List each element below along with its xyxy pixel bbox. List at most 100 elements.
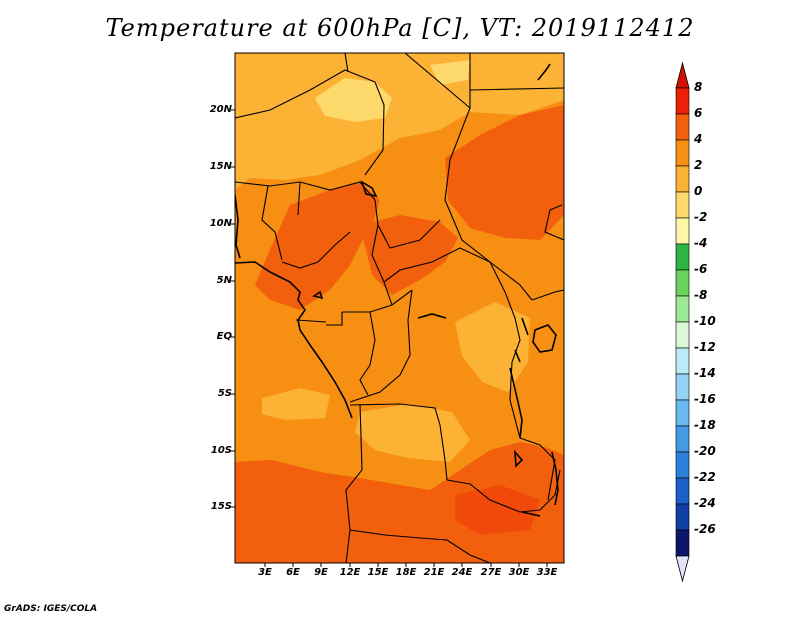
lake-victoria <box>532 324 557 353</box>
border-line <box>326 312 343 326</box>
field-hot-east <box>445 105 564 240</box>
border-line <box>544 204 564 241</box>
border-line <box>235 69 385 176</box>
colorbar-label: 2 <box>694 158 703 172</box>
colorbar-label: 0 <box>694 184 703 198</box>
coastlines-lakes <box>235 63 559 517</box>
border-line <box>349 403 448 481</box>
lat-tick-20n: 20N <box>209 104 232 115</box>
border-line <box>297 181 301 216</box>
colorbar-swatch <box>675 451 690 479</box>
border-line <box>281 231 351 269</box>
border-line <box>371 199 393 306</box>
colorbar-swatch <box>675 113 690 141</box>
lon-tick-21e: 21E <box>423 567 445 578</box>
river-congo <box>417 313 447 319</box>
coastline <box>235 194 241 259</box>
colorbar-swatch <box>675 217 690 245</box>
map-frame <box>234 52 565 564</box>
lake-kariba <box>521 511 541 517</box>
border-line <box>342 289 413 313</box>
field-warm-angola <box>355 404 470 462</box>
colorbar-swatch <box>675 191 690 219</box>
border-line <box>519 437 556 501</box>
field-hot-west <box>255 182 380 310</box>
field-warm-gabon <box>262 388 330 420</box>
lake-kivu <box>514 349 521 363</box>
colorbar-label: -18 <box>694 418 716 432</box>
border-line <box>404 53 471 109</box>
border-line <box>539 469 561 511</box>
lake-chad <box>360 180 378 198</box>
colorbar-label: -10 <box>694 314 716 328</box>
colorbar-label: 4 <box>694 132 703 146</box>
colorbar-swatch <box>675 269 690 297</box>
field-hot-south <box>235 442 564 563</box>
colorbar-swatch <box>675 243 690 271</box>
lake-albert <box>521 317 529 336</box>
border-line <box>349 289 413 403</box>
colorbar-swatch <box>675 165 690 193</box>
colorbar-swatch <box>675 503 690 531</box>
lon-tick-9e: 9E <box>314 567 328 578</box>
colorbar-label: -24 <box>694 496 716 510</box>
lon-tick-6e: 6E <box>286 567 300 578</box>
chart-title: Temperature at 600hPa [C], VT: 201911241… <box>105 14 695 42</box>
lon-tick-15e: 15E <box>367 567 389 578</box>
lon-tick-12e: 12E <box>339 567 361 578</box>
border-line <box>469 87 564 91</box>
colorbar-label: -26 <box>694 522 716 536</box>
lat-tick-15s: 15S <box>210 501 232 512</box>
lat-tick-eq: EQ <box>216 331 232 342</box>
colorbar-label: -4 <box>694 236 708 250</box>
border-line <box>446 479 541 513</box>
border-line <box>295 319 327 323</box>
colorbar-swatch <box>675 529 690 557</box>
colorbar <box>675 61 690 583</box>
border-line <box>377 219 441 249</box>
colorbar-swatch <box>675 87 690 115</box>
country-borders <box>235 53 564 563</box>
lat-tick-10n: 10N <box>209 218 232 229</box>
border-line <box>345 403 363 563</box>
lake-mweru <box>514 449 524 468</box>
lon-tick-18e: 18E <box>395 567 417 578</box>
coastline <box>235 261 353 419</box>
temperature-field <box>235 53 564 563</box>
field-cool-sahara-2 <box>430 60 470 85</box>
colorbar-swatch <box>675 347 690 375</box>
border-line <box>344 53 349 73</box>
border-line <box>489 261 521 439</box>
colorbar-swatch <box>675 425 690 453</box>
colorbar-label: -6 <box>694 262 708 276</box>
lat-tick-15n: 15N <box>209 161 232 172</box>
red-sea-coast <box>537 63 551 81</box>
lon-tick-27e: 27E <box>480 567 502 578</box>
field-hot-zambia <box>455 485 540 535</box>
field-warm-north <box>235 53 564 190</box>
colorbar-label: -14 <box>694 366 716 380</box>
lon-tick-24e: 24E <box>451 567 473 578</box>
colorbar-label: -22 <box>694 470 716 484</box>
lake-malawi <box>551 451 559 506</box>
colorbar-swatch <box>675 139 690 167</box>
colorbar-swatch <box>675 295 690 323</box>
colorbar-swatch <box>675 399 690 427</box>
tick-marks <box>231 109 548 567</box>
border-line <box>349 529 491 563</box>
lat-tick-5n: 5N <box>216 275 232 286</box>
colorbar-label: -16 <box>694 392 716 406</box>
colorbar-label: 8 <box>694 80 703 94</box>
colorbar-label: -2 <box>694 210 708 224</box>
colorbar-swatch <box>675 321 690 349</box>
border-line <box>531 289 564 301</box>
lon-tick-30e: 30E <box>508 567 530 578</box>
lake-tanganyika <box>509 367 523 439</box>
field-cool-sahara <box>315 78 392 122</box>
colorbar-label: -8 <box>694 288 708 302</box>
colorbar-swatch <box>675 373 690 401</box>
lon-tick-33e: 33E <box>536 567 558 578</box>
border-line <box>383 247 491 283</box>
border-line <box>261 185 283 261</box>
border-line <box>359 311 376 396</box>
